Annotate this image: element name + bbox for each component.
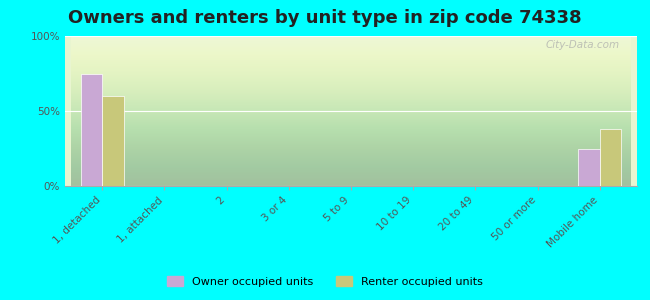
Bar — [81, 74, 102, 186]
Bar — [102, 96, 124, 186]
Text: Owners and renters by unit type in zip code 74338: Owners and renters by unit type in zip c… — [68, 9, 582, 27]
Bar — [578, 148, 600, 186]
Bar — [600, 129, 621, 186]
Legend: Owner occupied units, Renter occupied units: Owner occupied units, Renter occupied un… — [162, 272, 488, 291]
Text: City-Data.com: City-Data.com — [546, 40, 620, 50]
